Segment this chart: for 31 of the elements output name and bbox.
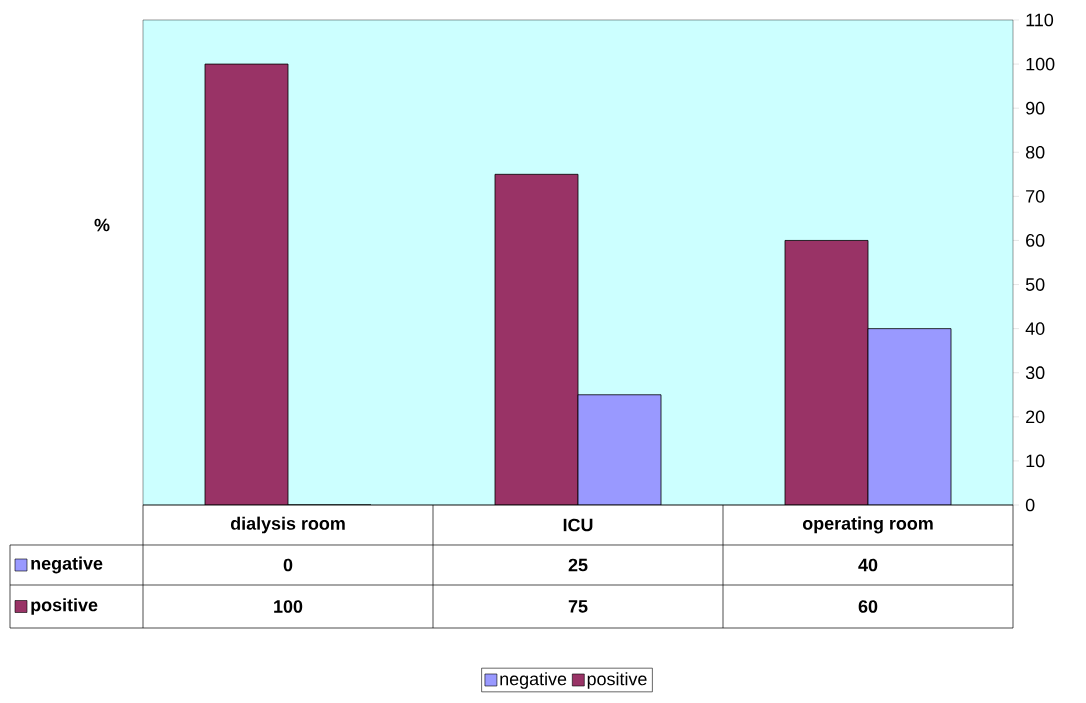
y-tick-label: 50 [1025, 278, 1045, 291]
y-tick-label: 0 [1025, 498, 1035, 512]
y-tick-label: 100 [1026, 57, 1055, 71]
data-label: 75 [568, 600, 588, 613]
y-tick-label: 30 [1025, 366, 1045, 380]
bar [494, 173, 579, 505]
bar [204, 63, 289, 505]
data-label: 100 [274, 600, 303, 613]
data-label: 0 [283, 558, 293, 572]
text: positive [587, 672, 647, 689]
y-tick-label: 40 [1025, 322, 1045, 335]
legend-label: negative [500, 672, 567, 689]
y-tick-label: 10 [1026, 454, 1045, 468]
data-label: 25 [568, 558, 588, 572]
y-axis-title: % [94, 218, 110, 232]
y-tick-label: 70 [1026, 190, 1045, 203]
y-tick-label: 20 [1026, 410, 1045, 424]
y-tick-label: 60 [1026, 234, 1045, 247]
y-tick-label: 90 [1026, 101, 1045, 115]
x-tick-label: ICU [563, 518, 593, 532]
text: negative [31, 556, 103, 574]
bar [577, 394, 662, 505]
y-tick-label: 80 [1025, 145, 1045, 159]
x-tick-label: dialysis room [230, 516, 345, 534]
y-tick-label: 110 [1026, 13, 1054, 27]
bar [784, 240, 869, 505]
data-label: 40 [858, 558, 878, 572]
legend-label: positive [31, 598, 98, 615]
bar [867, 328, 952, 505]
x-tick-label: operating room [802, 516, 933, 534]
data-label: 60 [858, 600, 878, 613]
